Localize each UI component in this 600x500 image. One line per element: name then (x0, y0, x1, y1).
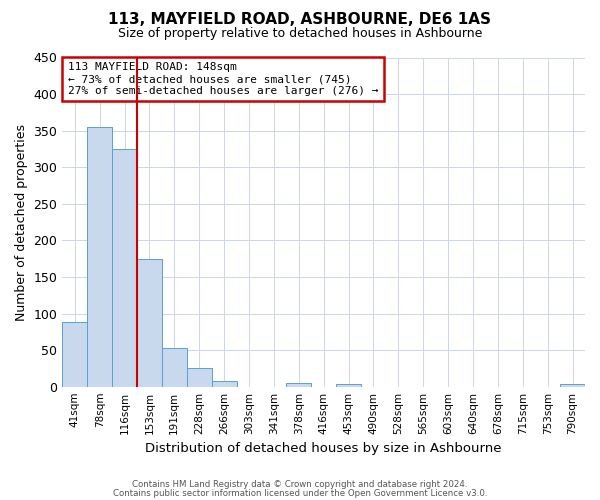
X-axis label: Distribution of detached houses by size in Ashbourne: Distribution of detached houses by size … (145, 442, 502, 455)
Bar (212, 381, 236, 386)
Bar (112, 149, 137, 386)
Bar (87, 127, 112, 386)
Bar (162, 348, 187, 387)
Bar (187, 368, 212, 386)
Text: 113, MAYFIELD ROAD, ASHBOURNE, DE6 1AS: 113, MAYFIELD ROAD, ASHBOURNE, DE6 1AS (109, 12, 491, 28)
Text: 113 MAYFIELD ROAD: 148sqm
← 73% of detached houses are smaller (745)
27% of semi: 113 MAYFIELD ROAD: 148sqm ← 73% of detac… (68, 62, 378, 96)
Bar (336, 384, 361, 386)
Text: Size of property relative to detached houses in Ashbourne: Size of property relative to detached ho… (118, 28, 482, 40)
Text: Contains public sector information licensed under the Open Government Licence v3: Contains public sector information licen… (113, 490, 487, 498)
Bar (286, 383, 311, 386)
Bar (560, 384, 585, 386)
Bar (62, 322, 87, 386)
Text: Contains HM Land Registry data © Crown copyright and database right 2024.: Contains HM Land Registry data © Crown c… (132, 480, 468, 489)
Y-axis label: Number of detached properties: Number of detached properties (15, 124, 28, 320)
Bar (137, 258, 162, 386)
